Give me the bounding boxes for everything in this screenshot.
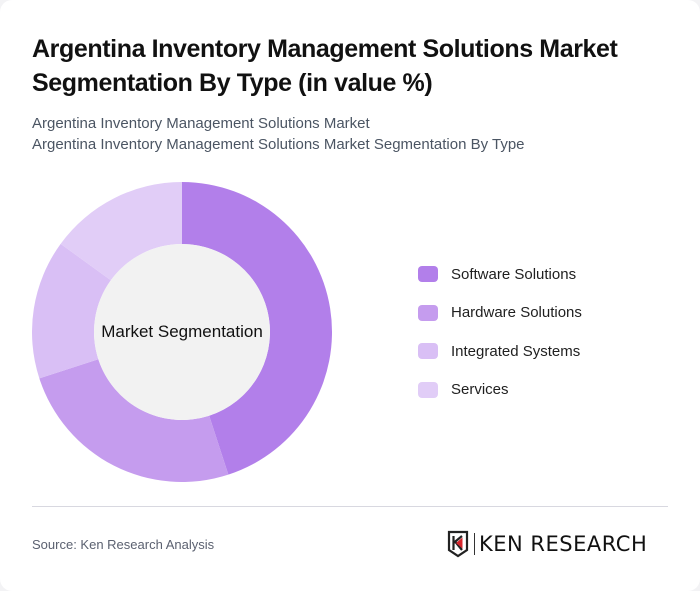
legend-label: Hardware Solutions bbox=[451, 304, 582, 321]
chart-title: Argentina Inventory Management Solutions… bbox=[32, 35, 618, 97]
donut-chart bbox=[32, 182, 332, 482]
donut-segment-hardware-solutions[interactable] bbox=[39, 359, 229, 482]
logo-separator bbox=[474, 533, 475, 555]
legend-swatch bbox=[418, 381, 438, 398]
legend-swatch bbox=[418, 266, 438, 282]
legend-swatch bbox=[418, 304, 438, 321]
legend-item-hardware-solutions[interactable]: Hardware Solutions bbox=[418, 303, 582, 323]
donut-segment-services[interactable] bbox=[60, 182, 182, 281]
subtitle-line-2: Argentina Inventory Management Solutions… bbox=[32, 136, 525, 153]
legend-label: Integrated Systems bbox=[451, 342, 581, 360]
legend-item-integrated-systems[interactable]: Integrated Systems bbox=[418, 341, 582, 361]
ken-research-logo: KEN RESEARCH bbox=[447, 530, 647, 558]
donut-hole bbox=[94, 244, 270, 420]
logo-text: KEN RESEARCH bbox=[479, 532, 648, 556]
subtitle-line-1: Argentina Inventory Management Solutions… bbox=[32, 115, 370, 132]
legend-label: Software Solutions bbox=[451, 265, 577, 283]
legend-item-software-solutions[interactable]: Software Solutions bbox=[418, 264, 582, 284]
legend-item-services[interactable]: Services bbox=[418, 380, 582, 400]
donut-segment-software-solutions[interactable] bbox=[182, 182, 332, 475]
chart-legend: Software Solutions Hardware Solutions In… bbox=[418, 264, 582, 418]
ken-research-shield-icon bbox=[447, 530, 469, 558]
donut-segment-integrated-systems[interactable] bbox=[32, 243, 111, 379]
chart-subtitle: Argentina Inventory Management Solutions… bbox=[32, 113, 525, 155]
footer-divider bbox=[32, 506, 668, 507]
legend-swatch bbox=[418, 343, 438, 359]
source-note: Source: Ken Research Analysis bbox=[32, 537, 215, 552]
legend-label: Services bbox=[451, 381, 509, 398]
